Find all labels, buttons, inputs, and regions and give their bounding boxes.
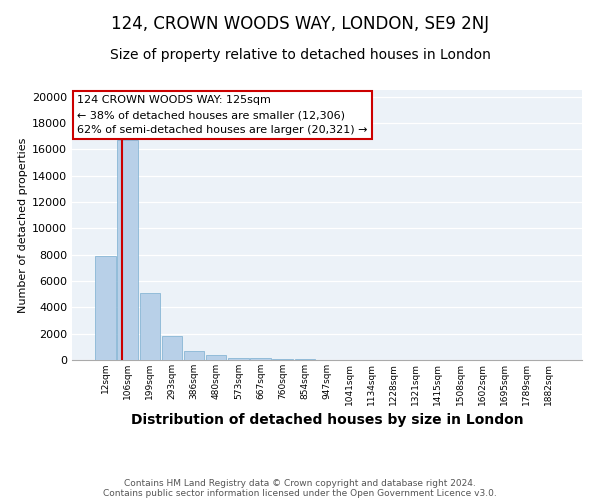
- Bar: [118, 140, 138, 360]
- Text: 124 CROWN WOODS WAY: 125sqm
← 38% of detached houses are smaller (12,306)
62% of: 124 CROWN WOODS WAY: 125sqm ← 38% of det…: [77, 96, 368, 135]
- Bar: [295, 359, 315, 360]
- Bar: [161, 336, 182, 360]
- Text: Contains public sector information licensed under the Open Government Licence v3: Contains public sector information licen…: [103, 488, 497, 498]
- Y-axis label: Number of detached properties: Number of detached properties: [18, 138, 28, 312]
- Bar: [95, 256, 116, 360]
- Bar: [206, 356, 226, 360]
- Text: Size of property relative to detached houses in London: Size of property relative to detached ho…: [110, 48, 490, 62]
- Text: Contains HM Land Registry data © Crown copyright and database right 2024.: Contains HM Land Registry data © Crown c…: [124, 478, 476, 488]
- Bar: [228, 358, 248, 360]
- Bar: [184, 351, 204, 360]
- Bar: [250, 358, 271, 360]
- Bar: [272, 359, 293, 360]
- Text: 124, CROWN WOODS WAY, LONDON, SE9 2NJ: 124, CROWN WOODS WAY, LONDON, SE9 2NJ: [111, 15, 489, 33]
- Bar: [140, 294, 160, 360]
- X-axis label: Distribution of detached houses by size in London: Distribution of detached houses by size …: [131, 413, 523, 427]
